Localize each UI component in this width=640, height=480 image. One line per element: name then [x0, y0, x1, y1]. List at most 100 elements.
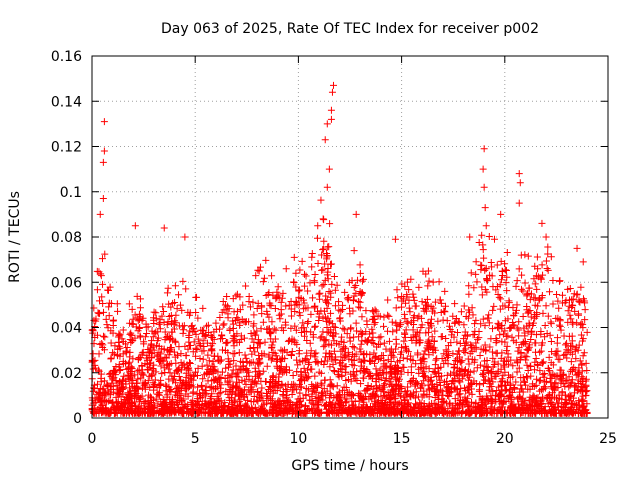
data-point: [470, 330, 478, 338]
data-point: [531, 262, 539, 270]
data-point: [231, 396, 239, 404]
data-point: [417, 323, 425, 331]
data-point: [546, 288, 554, 296]
data-point: [207, 393, 215, 401]
data-point: [380, 322, 388, 330]
data-point: [362, 328, 370, 336]
data-point: [290, 278, 298, 286]
data-point: [291, 382, 299, 390]
data-point: [538, 261, 546, 269]
data-point: [329, 360, 337, 368]
data-point: [331, 355, 339, 363]
data-point: [350, 292, 358, 300]
data-point: [533, 375, 541, 383]
data-point: [567, 393, 575, 401]
data-point: [256, 355, 264, 363]
data-point: [236, 293, 244, 301]
data-point: [194, 335, 202, 343]
data-point: [412, 339, 420, 347]
data-point: [438, 354, 446, 362]
data-point: [133, 292, 141, 300]
data-point: [307, 310, 315, 318]
data-point: [302, 373, 310, 381]
data-point: [537, 347, 545, 355]
data-point: [381, 377, 389, 385]
data-point: [504, 378, 512, 386]
data-point: [311, 353, 319, 361]
data-point: [154, 390, 162, 398]
data-point: [465, 389, 473, 397]
data-point: [418, 298, 426, 306]
data-point: [234, 403, 242, 411]
data-point: [99, 308, 107, 316]
data-point: [379, 400, 387, 408]
data-point: [267, 302, 275, 310]
data-point: [123, 344, 131, 352]
data-point: [425, 324, 433, 332]
data-point: [397, 303, 405, 311]
data-point: [475, 334, 483, 342]
data-point: [308, 263, 316, 271]
data-point: [175, 365, 183, 373]
data-point: [195, 340, 203, 348]
data-point: [274, 283, 282, 291]
data-point: [437, 299, 445, 307]
data-point: [259, 278, 267, 286]
data-point: [552, 384, 560, 392]
data-point: [515, 265, 523, 273]
data-point: [442, 334, 450, 342]
data-point: [319, 246, 327, 254]
data-point: [405, 286, 413, 294]
data-point: [99, 280, 107, 288]
data-point: [335, 368, 343, 376]
data-point: [577, 382, 585, 390]
data-point: [576, 404, 584, 412]
data-point: [310, 303, 318, 311]
data-point: [251, 368, 259, 376]
data-point: [464, 371, 472, 379]
data-point: [97, 374, 105, 382]
data-point: [346, 334, 354, 342]
data-point: [573, 291, 581, 299]
data-point: [246, 344, 254, 352]
data-point: [370, 409, 378, 417]
data-point: [343, 395, 351, 403]
data-point: [451, 357, 459, 365]
data-point: [328, 280, 336, 288]
data-point: [580, 349, 588, 357]
data-point: [561, 399, 569, 407]
data-point: [138, 369, 146, 377]
data-point: [289, 371, 297, 379]
data-point: [176, 390, 184, 398]
data-point: [571, 400, 579, 408]
data-point: [268, 272, 276, 280]
data-point: [550, 409, 558, 417]
data-point: [253, 388, 261, 396]
data-point: [224, 355, 232, 363]
data-point: [338, 333, 346, 341]
data-point: [492, 339, 500, 347]
data-point: [427, 315, 435, 323]
data-point: [331, 286, 339, 294]
data-point: [98, 385, 106, 393]
data-point: [571, 382, 579, 390]
data-point: [522, 356, 530, 364]
data-point: [255, 340, 263, 348]
data-point: [435, 278, 443, 286]
data-point: [198, 402, 206, 410]
data-point: [540, 383, 548, 391]
data-point: [160, 307, 168, 315]
data-point: [555, 277, 563, 285]
data-point: [387, 357, 395, 365]
data-point: [569, 295, 577, 303]
data-point: [234, 392, 242, 400]
data-point: [120, 372, 128, 380]
data-point: [341, 326, 349, 334]
data-point: [393, 400, 401, 408]
data-point: [282, 321, 290, 329]
data-point: [192, 352, 200, 360]
data-point: [485, 232, 493, 240]
data-point: [546, 331, 554, 339]
data-point: [448, 377, 456, 385]
data-point: [340, 343, 348, 351]
